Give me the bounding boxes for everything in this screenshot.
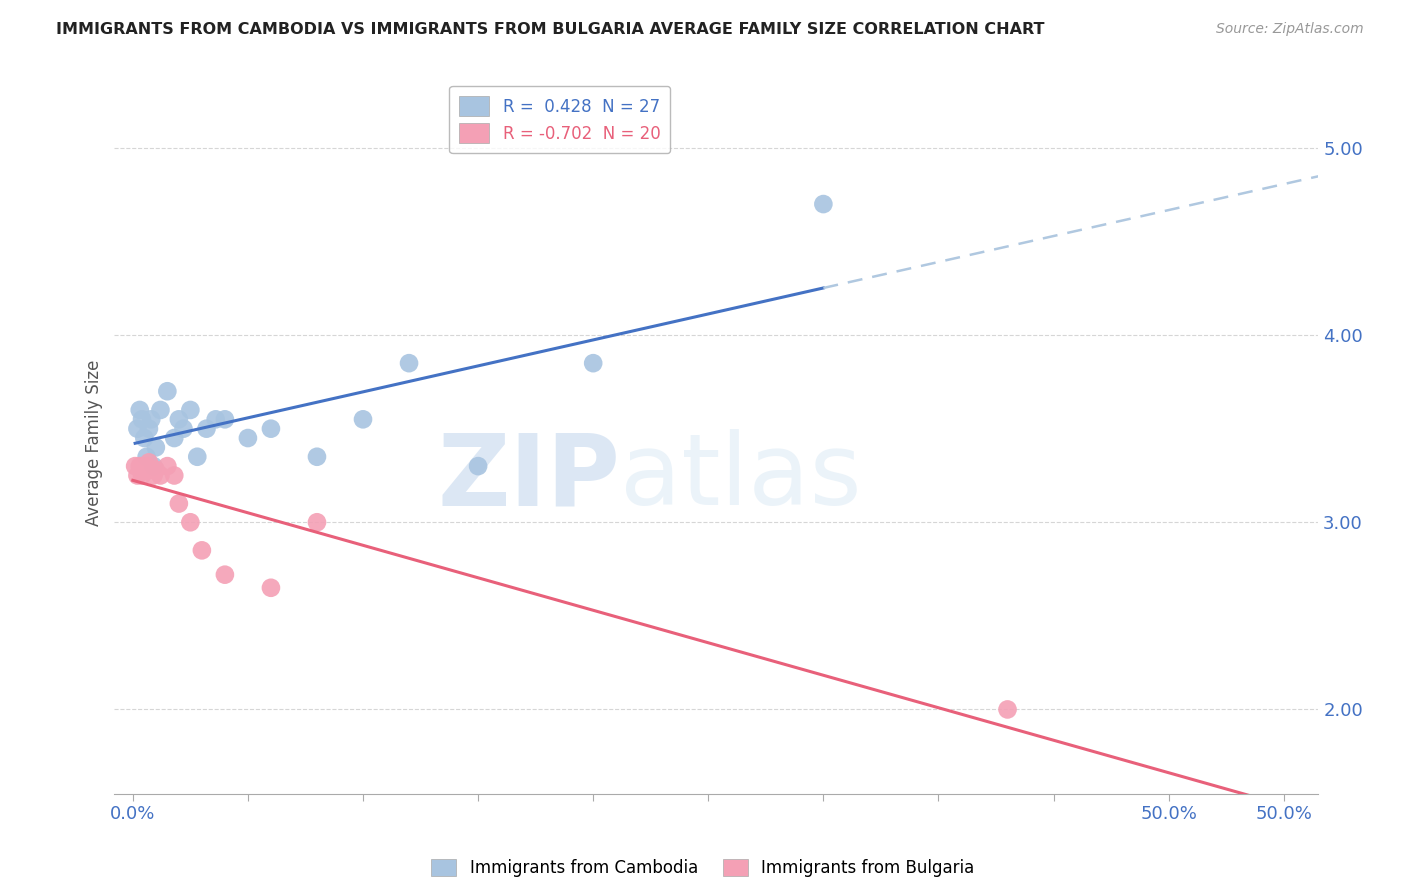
Point bbox=[352, 412, 374, 426]
Point bbox=[813, 197, 835, 211]
Point bbox=[997, 702, 1019, 716]
Point bbox=[145, 463, 167, 477]
Point bbox=[195, 422, 218, 436]
Point bbox=[467, 459, 489, 474]
Point bbox=[124, 459, 146, 474]
Point bbox=[236, 431, 259, 445]
Point bbox=[179, 403, 201, 417]
Point bbox=[163, 431, 186, 445]
Point bbox=[138, 422, 160, 436]
Point bbox=[142, 468, 165, 483]
Point bbox=[128, 403, 150, 417]
Point bbox=[156, 459, 179, 474]
Point bbox=[186, 450, 208, 464]
Legend: Immigrants from Cambodia, Immigrants from Bulgaria: Immigrants from Cambodia, Immigrants fro… bbox=[425, 852, 981, 884]
Point bbox=[149, 403, 172, 417]
Point bbox=[128, 459, 150, 474]
Point bbox=[134, 431, 156, 445]
Point bbox=[163, 468, 186, 483]
Point bbox=[179, 516, 201, 530]
Point bbox=[204, 412, 226, 426]
Point bbox=[131, 412, 153, 426]
Point bbox=[145, 441, 167, 455]
Y-axis label: Average Family Size: Average Family Size bbox=[86, 359, 103, 526]
Point bbox=[260, 581, 283, 595]
Point bbox=[260, 422, 283, 436]
Point bbox=[167, 497, 190, 511]
Point bbox=[214, 567, 236, 582]
Point bbox=[191, 543, 214, 558]
Point bbox=[141, 463, 163, 477]
Text: IMMIGRANTS FROM CAMBODIA VS IMMIGRANTS FROM BULGARIA AVERAGE FAMILY SIZE CORRELA: IMMIGRANTS FROM CAMBODIA VS IMMIGRANTS F… bbox=[56, 22, 1045, 37]
Point bbox=[582, 356, 605, 370]
Point bbox=[156, 384, 179, 399]
Point bbox=[127, 468, 149, 483]
Point bbox=[398, 356, 420, 370]
Legend: R =  0.428  N = 27, R = -0.702  N = 20: R = 0.428 N = 27, R = -0.702 N = 20 bbox=[450, 86, 671, 153]
Point bbox=[142, 459, 165, 474]
Point bbox=[172, 422, 194, 436]
Point bbox=[149, 468, 172, 483]
Text: ZIP: ZIP bbox=[437, 429, 620, 526]
Point bbox=[305, 450, 328, 464]
Point bbox=[167, 412, 190, 426]
Text: atlas: atlas bbox=[620, 429, 862, 526]
Point bbox=[135, 450, 157, 464]
Point bbox=[305, 516, 328, 530]
Point bbox=[134, 463, 156, 477]
Point bbox=[127, 422, 149, 436]
Point bbox=[214, 412, 236, 426]
Point bbox=[138, 455, 160, 469]
Text: Source: ZipAtlas.com: Source: ZipAtlas.com bbox=[1216, 22, 1364, 37]
Point bbox=[131, 468, 153, 483]
Point bbox=[135, 459, 157, 474]
Point bbox=[141, 412, 163, 426]
